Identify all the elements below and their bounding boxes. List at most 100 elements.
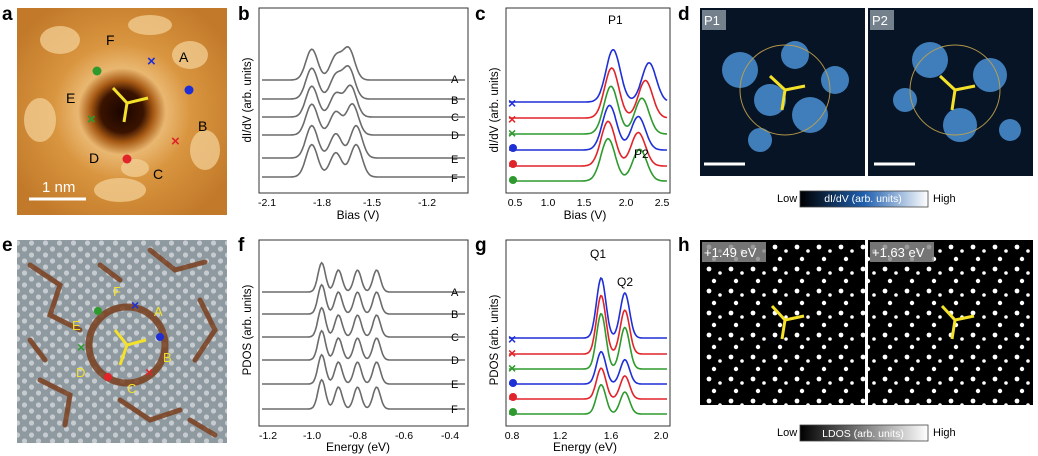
- peak-label-p1: P1: [608, 13, 623, 27]
- site-markers-e: × × ×: [77, 297, 164, 381]
- site-label-e-c: C: [127, 381, 136, 396]
- cbar-low-h: Low: [777, 427, 797, 439]
- curve-label-b-c: C: [451, 112, 459, 124]
- tick-g-3: 2.0: [654, 430, 669, 442]
- site-label-f: F: [106, 32, 115, 48]
- curve-label-f-e: E: [451, 379, 458, 391]
- curve-f-a: [262, 261, 465, 293]
- tick-f-2: -0.8: [349, 430, 367, 442]
- curve-g-blue-dot: [509, 350, 667, 385]
- svg-text:×: ×: [171, 133, 180, 150]
- curve-f-d: [262, 329, 465, 361]
- svg-text:×: ×: [508, 111, 516, 127]
- plot-frame-c: [505, 7, 671, 194]
- map-label-h1: +1.49 eV: [704, 245, 757, 260]
- molecule-overlay-d: [739, 44, 1001, 136]
- xlabel-b: Bias (V): [337, 208, 380, 222]
- curve-b-c: [262, 84, 465, 118]
- tick-f-1: -1.0: [303, 430, 321, 442]
- site-label-e-f: F: [113, 284, 121, 299]
- scale-bar-label-a: 1 nm: [42, 179, 75, 196]
- svg-text:×: ×: [147, 53, 156, 70]
- site-label-b: B: [198, 118, 207, 134]
- peak-label-q1: Q1: [590, 247, 606, 261]
- curve-f-f: [262, 378, 465, 410]
- ylabel-f: PDOS (arb. units): [242, 284, 254, 375]
- peak-label-q2: Q2: [617, 275, 633, 289]
- panel-letter-e: e: [2, 235, 13, 256]
- curve-label-b-b: B: [451, 95, 458, 107]
- colorbar-h: [799, 424, 929, 442]
- curve-label-b-d: D: [451, 130, 459, 142]
- svg-text:×: ×: [77, 339, 85, 355]
- panel-f: f PDOS (arb. units) Energy (eV) -1.2 -1.…: [238, 235, 469, 454]
- ldos-map-1: [700, 240, 865, 405]
- curve-label-f-c: C: [451, 332, 459, 344]
- curve-label-f-a: A: [451, 287, 459, 299]
- curve-b-b: [262, 64, 465, 100]
- curves-b: [262, 45, 465, 178]
- yellow-arrows-h: [770, 304, 975, 340]
- cbar-label-h: LDOS (arb. units): [822, 428, 904, 440]
- site-label-e: E: [66, 90, 75, 106]
- curve-label-f-f: F: [451, 404, 458, 416]
- panel-b: b dI/dV (arb. units) Bias (V) -2.1 -1.8 …: [238, 4, 469, 222]
- map-label-bg-p1: [702, 10, 726, 30]
- ylabel-b: dI/dV (arb. units): [242, 57, 254, 142]
- ticks-c: 0.5 1.0 1.5 2.0 2.5: [508, 197, 670, 209]
- ticks-f: -1.2 -1.0 -0.8 -0.6 -0.4: [259, 430, 459, 442]
- tick-c-4: 2.5: [655, 197, 670, 209]
- curves-g: [509, 276, 667, 415]
- tick-c-3: 2.0: [619, 197, 634, 209]
- svg-text:×: ×: [508, 125, 516, 141]
- curve-label-b-f: F: [451, 173, 458, 185]
- panel-c: c dI/dV (arb. units) Bias (V) 0.5 1.0 1.…: [475, 4, 671, 222]
- yellow-arrows-e: [113, 329, 147, 366]
- curve-labels-f: A B C D E F: [451, 287, 459, 416]
- panel-letter-a: a: [2, 4, 13, 25]
- panel-d: d P1 P2 Low dI/dV (arb. units) High: [678, 4, 1033, 208]
- panel-g: g PDOS (arb. units) Energy (eV) 0.8 1.2 …: [475, 235, 671, 454]
- curve-b-e: [262, 124, 465, 159]
- ldos-map-2: [868, 240, 1033, 405]
- tick-f-3: -0.6: [395, 430, 413, 442]
- tick-g-0: 0.8: [505, 430, 520, 442]
- curve-c-blue-x: [509, 49, 668, 103]
- panel-letter-c: c: [475, 4, 486, 25]
- curve-c-red-x: [509, 67, 668, 119]
- tick-c-2: 1.5: [577, 197, 592, 209]
- map-label-h2: +1.63 eV: [872, 245, 925, 260]
- curve-b-a: [262, 45, 465, 81]
- svg-text:×: ×: [508, 360, 516, 376]
- site-label-c: C: [153, 166, 163, 182]
- panel-letter-g: g: [475, 235, 487, 256]
- curve-b-f: [262, 143, 465, 178]
- site-label-a: A: [179, 49, 189, 65]
- curve-g-blue-x: [509, 276, 667, 339]
- molecule-ring-e: [85, 303, 169, 387]
- curve-g-green-x: [509, 312, 667, 370]
- curve-f-c: [262, 306, 465, 338]
- map-label-bg-p2: [870, 10, 894, 30]
- curve-g-red-x: [509, 294, 667, 355]
- didv-map-p2: [868, 8, 1033, 176]
- curve-c-blue-dot: [509, 104, 667, 151]
- panel-a: a × × × F A E B D C 1 nm: [2, 4, 227, 215]
- panel-letter-h: h: [678, 235, 690, 256]
- peak-label-p2: P2: [634, 147, 649, 161]
- svg-text:×: ×: [508, 95, 516, 111]
- series-markers-g: × × ×: [508, 331, 517, 416]
- curve-label-f-b: B: [451, 309, 458, 321]
- curve-c-red-dot: [509, 120, 667, 167]
- map-label-p1: P1: [704, 13, 720, 28]
- xlabel-f: Energy (eV): [326, 440, 390, 454]
- colorbar-d: [799, 190, 929, 208]
- curve-g-green-dot: [509, 383, 667, 415]
- tick-g-1: 1.2: [553, 430, 568, 442]
- curve-label-b-e: E: [451, 154, 458, 166]
- tick-f-0: -1.2: [259, 430, 277, 442]
- curve-label-f-d: D: [451, 355, 459, 367]
- ticks-g: 0.8 1.2 1.6 2.0: [505, 430, 669, 442]
- curve-label-b-a: A: [451, 74, 459, 86]
